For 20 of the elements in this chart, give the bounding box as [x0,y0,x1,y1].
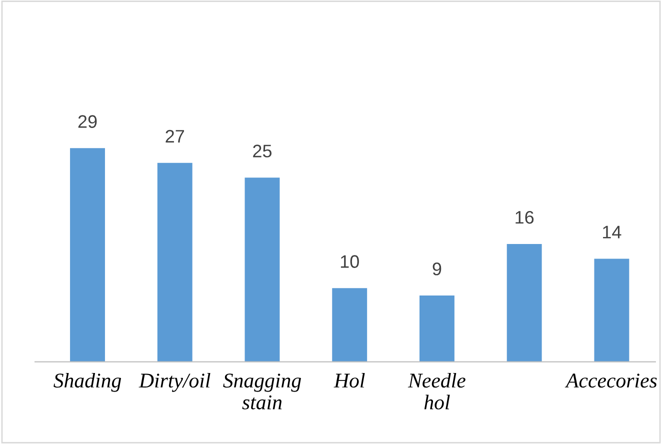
data-label: 10 [340,255,359,268]
bar [157,162,192,362]
data-label: 25 [253,144,272,158]
data-label: 27 [166,130,184,143]
x-tick-label: Dirty/oil [138,372,210,392]
data-label: 9 [432,262,442,276]
x-tick-label: Hol [334,372,365,388]
data-label: 16 [516,210,534,224]
x-tick-label: Accecories [564,374,657,388]
bar [70,148,105,362]
bar [594,258,630,362]
x-tick-label: Snagging stain [223,374,301,410]
x-tick-label: Needle hol [408,372,466,410]
bar [419,296,454,362]
x-tick-label: Shading [54,372,122,392]
data-label: 29 [78,115,97,128]
data-label: 14 [603,226,622,238]
bar [332,288,368,362]
bar [506,244,542,362]
bar [244,178,280,362]
